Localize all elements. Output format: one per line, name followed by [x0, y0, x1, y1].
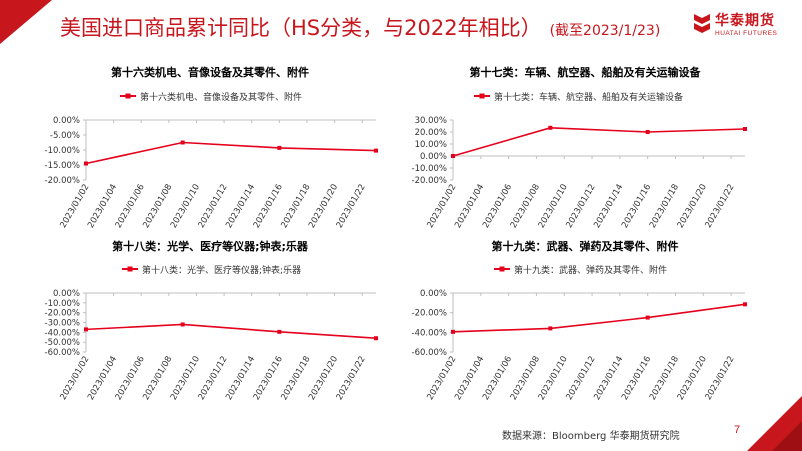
series-line	[452, 303, 746, 333]
header-triangle-icon	[0, 0, 52, 44]
huatai-logo-icon	[694, 14, 710, 33]
data-point	[548, 125, 553, 130]
y-tick-label: 10.00%	[415, 140, 447, 150]
brand-logo: 华泰期货 HUATAI FUTURES	[692, 10, 792, 44]
data-point	[743, 302, 747, 307]
y-tick-label: -20.00%	[45, 176, 80, 186]
y-tick-label: -40.00%	[45, 328, 80, 338]
data-point	[548, 326, 553, 331]
x-tick-label: 2023/01/22	[335, 355, 368, 402]
chart-title: 第十七类：车辆、航空器、船舶及有关运输设备	[470, 65, 702, 79]
y-tick-label: 0.00%	[420, 289, 447, 299]
legend-label: 第十九类：武器、弹药及其零件、附件	[514, 264, 667, 276]
chart-title: 第十九类：武器、弹药及其零件、附件	[492, 239, 679, 253]
series-line	[452, 126, 746, 157]
data-point	[277, 329, 282, 334]
chart-panel-4: 第十九类：武器、弹药及其零件、附件第十九类：武器、弹药及其零件、附件0.00%-…	[412, 239, 747, 402]
y-tick-label: -20.00%	[412, 309, 447, 319]
logo-en-text: HUATAI FUTURES	[715, 30, 778, 37]
chart-panel-1: 第十六类机电、音像设备及其零件、附件第十六类机电、音像设备及其零件、附件0.00…	[45, 65, 378, 230]
y-tick-label: 30.00%	[415, 116, 447, 126]
y-tick-label: 20.00%	[415, 128, 447, 138]
y-tick-label: -15.00%	[45, 161, 80, 171]
series-line	[85, 141, 377, 165]
data-point	[84, 327, 88, 332]
data-point	[451, 154, 455, 158]
x-tick-label: 2023/01/22	[335, 183, 368, 230]
data-point	[743, 127, 747, 131]
y-tick-label: 0.00%	[420, 152, 447, 162]
y-tick-label: -60.00%	[45, 348, 80, 358]
chart-title: 第十八类：光学、医疗等仪器;钟表;乐器	[112, 239, 309, 253]
logo-cn-text: 华泰期货	[715, 13, 775, 29]
legend-marker	[127, 266, 133, 272]
y-tick-label: 0.00%	[53, 116, 80, 126]
legend-marker	[499, 266, 505, 272]
legend-label: 第十六类机电、音像设备及其零件、附件	[140, 91, 302, 103]
y-tick-label: -20.00%	[45, 309, 80, 319]
page-title: 美国进口商品累计同比（HS分类，与2022年相比） (截至2023/1/23)	[60, 12, 660, 42]
chart-panel-3: 第十八类：光学、医疗等仪器;钟表;乐器第十八类：光学、医疗等仪器;钟表;乐器0.…	[45, 239, 378, 402]
y-tick-label: -10.00%	[45, 146, 80, 156]
page-number: 7	[734, 424, 741, 436]
data-source-note: 数据来源：Bloomberg 华泰期货研究院	[502, 431, 680, 442]
corner-decoration-icon	[747, 396, 802, 451]
data-point	[374, 148, 378, 153]
data-point	[645, 315, 650, 320]
legend-marker	[479, 93, 485, 99]
page-title-main: 美国进口商品累计同比（HS分类，与2022年相比）	[60, 16, 542, 40]
data-point	[645, 130, 650, 134]
y-tick-label: -10.00%	[45, 299, 80, 309]
data-point	[451, 329, 455, 334]
legend-label: 第十八类：光学、医疗等仪器;钟表;乐器	[142, 264, 301, 276]
series-line	[85, 323, 377, 340]
y-tick-label: -60.00%	[412, 348, 447, 358]
data-point	[374, 336, 378, 341]
y-tick-label: -5.00%	[50, 131, 80, 141]
x-tick-label: 2023/01/22	[704, 183, 737, 230]
title-bar: 美国进口商品累计同比（HS分类，与2022年相比） (截至2023/1/23) 华…	[0, 0, 802, 50]
data-point	[277, 145, 282, 150]
chart-title: 第十六类机电、音像设备及其零件、附件	[111, 65, 309, 79]
data-point	[180, 140, 185, 145]
y-tick-label: -30.00%	[45, 319, 80, 329]
x-tick-label: 2023/01/22	[704, 355, 737, 402]
legend-label: 第十七类：车辆、航空器、船舶及有关运输设备	[494, 91, 683, 103]
y-tick-label: -10.00%	[412, 164, 447, 174]
y-tick-label: -40.00%	[412, 328, 447, 338]
data-point	[180, 322, 185, 327]
y-tick-label: -50.00%	[45, 338, 80, 348]
y-tick-label: 0.00%	[53, 289, 80, 299]
legend-marker	[125, 93, 131, 99]
page-title-date: (截至2023/1/23)	[549, 23, 661, 39]
y-tick-label: -20.00%	[412, 176, 447, 186]
data-point	[84, 161, 88, 166]
chart-panel-2: 第十七类：车辆、航空器、船舶及有关运输设备第十七类：车辆、航空器、船舶及有关运输…	[412, 65, 747, 230]
